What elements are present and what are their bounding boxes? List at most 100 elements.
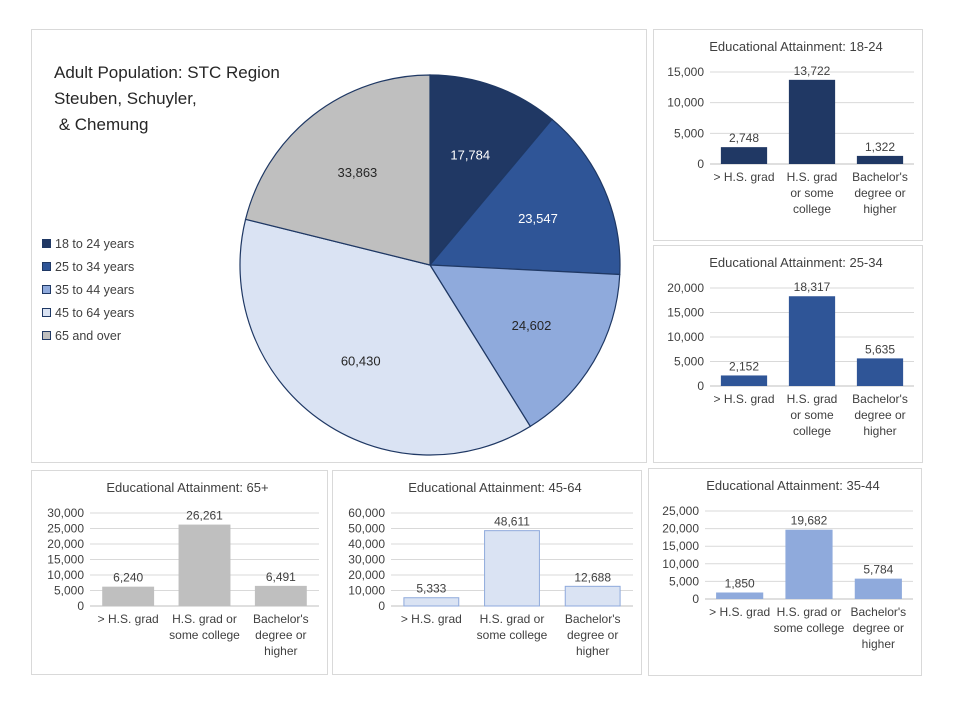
bar-value-label: 12,688	[574, 570, 611, 584]
bar-value-label: 6,240	[113, 571, 143, 585]
bar	[788, 296, 836, 386]
pie-slice	[428, 118, 621, 276]
pie-legend: 18 to 24 years 25 to 34 years 35 to 44 y…	[42, 232, 134, 347]
bar	[403, 597, 460, 607]
y-tick-label: 10,000	[348, 584, 385, 598]
x-category-label: degree or	[567, 628, 618, 642]
pie-slice	[239, 218, 532, 456]
bar-chart-title: Educational Attainment: 18-24	[709, 39, 882, 54]
x-category-label: H.S. grad	[787, 392, 838, 406]
bar	[484, 530, 540, 607]
bar-chart-title: Educational Attainment: 65+	[106, 480, 268, 495]
bar-panel-25-34: Educational Attainment: 25-34 0 5,000 10,00…	[653, 245, 923, 463]
bar-value-label: 13,722	[794, 64, 831, 78]
y-tick-label: 15,000	[667, 306, 704, 320]
y-tick-label: 60,000	[348, 506, 385, 520]
y-tick-label: 10,000	[662, 557, 699, 571]
y-tick-label: 15,000	[47, 553, 84, 567]
bar-panel-35-44: Educational Attainment: 35-44 0 5,000 10,00…	[648, 468, 922, 676]
pie-chart: 17,784 23,547 24,602 60,430 33,863	[239, 74, 621, 456]
bar	[564, 585, 621, 607]
x-category-label: H.S. grad or	[172, 612, 237, 626]
x-category-label: Bachelor's	[565, 612, 621, 626]
bar-chart-45-64: Educational Attainment: 45-64 010,000 20,0…	[348, 480, 633, 658]
bar-value-label: 2,152	[729, 359, 759, 373]
pie-slice-label: 33,863	[338, 165, 378, 180]
legend-item: 45 to 64 years	[42, 301, 134, 324]
pie-chart-panel: Adult Population: STC Region Steuben, Sc…	[31, 29, 647, 463]
bar-chart-25-34: Educational Attainment: 25-34 0 5,000 10,00…	[667, 255, 914, 438]
bar-value-label: 6,491	[266, 570, 296, 584]
bar-panel-45-64: Educational Attainment: 45-64 0 10,000 20,0…	[332, 470, 642, 675]
pie-slice-label: 17,784	[450, 147, 490, 162]
legend-swatch	[42, 308, 51, 317]
bar-value-label: 48,611	[494, 515, 530, 529]
legend-label: 25 to 34 years	[55, 259, 135, 274]
legend-item: 18 to 24 years	[42, 232, 134, 255]
y-tick-label: 0	[697, 157, 704, 171]
bar-value-label: 2,748	[729, 131, 759, 145]
pie-slice-label: 24,602	[512, 318, 552, 333]
x-category-label: H.S. grad or	[777, 605, 842, 619]
pie-title-line: Steuben, Schuyler,	[54, 89, 197, 108]
legend-swatch	[42, 239, 51, 248]
bar	[788, 79, 836, 164]
y-tick-label: 10,000	[667, 96, 704, 110]
y-tick-label: 15,000	[667, 65, 704, 79]
y-tick-label: 15,000	[662, 539, 699, 553]
y-tick-label: 0	[77, 599, 84, 613]
legend-label: 45 to 64 years	[55, 305, 135, 320]
legend-label: 35 to 44 years	[55, 282, 135, 297]
bar	[856, 155, 904, 164]
x-category-label: degree or	[854, 186, 905, 200]
legend-label: 18 to 24 years	[55, 236, 135, 251]
bar	[856, 358, 904, 386]
pie-slice-label: 23,547	[518, 211, 558, 226]
bar	[854, 578, 902, 599]
bar	[102, 586, 155, 606]
x-category-label: higher	[863, 424, 896, 438]
legend-swatch	[42, 285, 51, 294]
x-category-label: Bachelor's	[852, 170, 908, 184]
x-category-label: > H.S. grad	[98, 612, 159, 626]
y-tick-label: 30,000	[47, 506, 84, 520]
bar-value-label: 5,635	[865, 342, 895, 356]
pie-slice-label: 60,430	[341, 353, 381, 368]
legend-swatch	[42, 331, 51, 340]
x-category-label: college	[793, 424, 831, 438]
x-category-label: some college	[774, 621, 845, 635]
bar-panel-65-plus: Educational Attainment: 65+ 0 5,000 10,000 1…	[31, 470, 328, 675]
pie-chart-title: Adult Population: STC Region Steuben, Sc…	[54, 60, 280, 138]
bar-chart-65-plus: Educational Attainment: 65+ 05,000 10,0001…	[47, 480, 319, 658]
bar-chart-title: Educational Attainment: 25-34	[709, 255, 882, 270]
bar-panel-18-24: Educational Attainment: 18-24 0 5,000 10,00…	[653, 29, 923, 241]
x-category-label: > H.S. grad	[401, 612, 462, 626]
y-tick-label: 20,000	[348, 568, 385, 582]
bar	[720, 375, 768, 386]
legend-swatch	[42, 262, 51, 271]
x-category-label: some college	[477, 628, 548, 642]
bar	[785, 529, 833, 599]
x-category-label: college	[793, 202, 831, 216]
y-tick-label: 10,000	[667, 330, 704, 344]
x-category-label: > H.S. grad	[709, 605, 770, 619]
y-tick-label: 25,000	[47, 522, 84, 536]
bar-chart-title: Educational Attainment: 45-64	[408, 480, 581, 495]
y-tick-label: 20,000	[667, 281, 704, 295]
bar-value-label: 18,317	[794, 280, 831, 294]
x-category-label: Bachelor's	[851, 605, 907, 619]
bar-chart-title: Educational Attainment: 35-44	[706, 478, 879, 493]
bar	[254, 585, 307, 606]
y-tick-label: 5,000	[669, 574, 699, 588]
y-tick-label: 40,000	[348, 537, 385, 551]
pie-slice	[428, 264, 621, 428]
y-tick-label: 5,000	[54, 584, 84, 598]
pie-slice	[429, 74, 553, 267]
pie-title-line: & Chemung	[54, 115, 149, 134]
legend-item: 35 to 44 years	[42, 278, 134, 301]
x-category-label: H.S. grad or	[480, 612, 545, 626]
bar	[716, 592, 764, 599]
y-tick-label: 10,000	[47, 568, 84, 582]
bar-value-label: 5,784	[863, 563, 893, 577]
bar-value-label: 5,333	[416, 582, 446, 596]
